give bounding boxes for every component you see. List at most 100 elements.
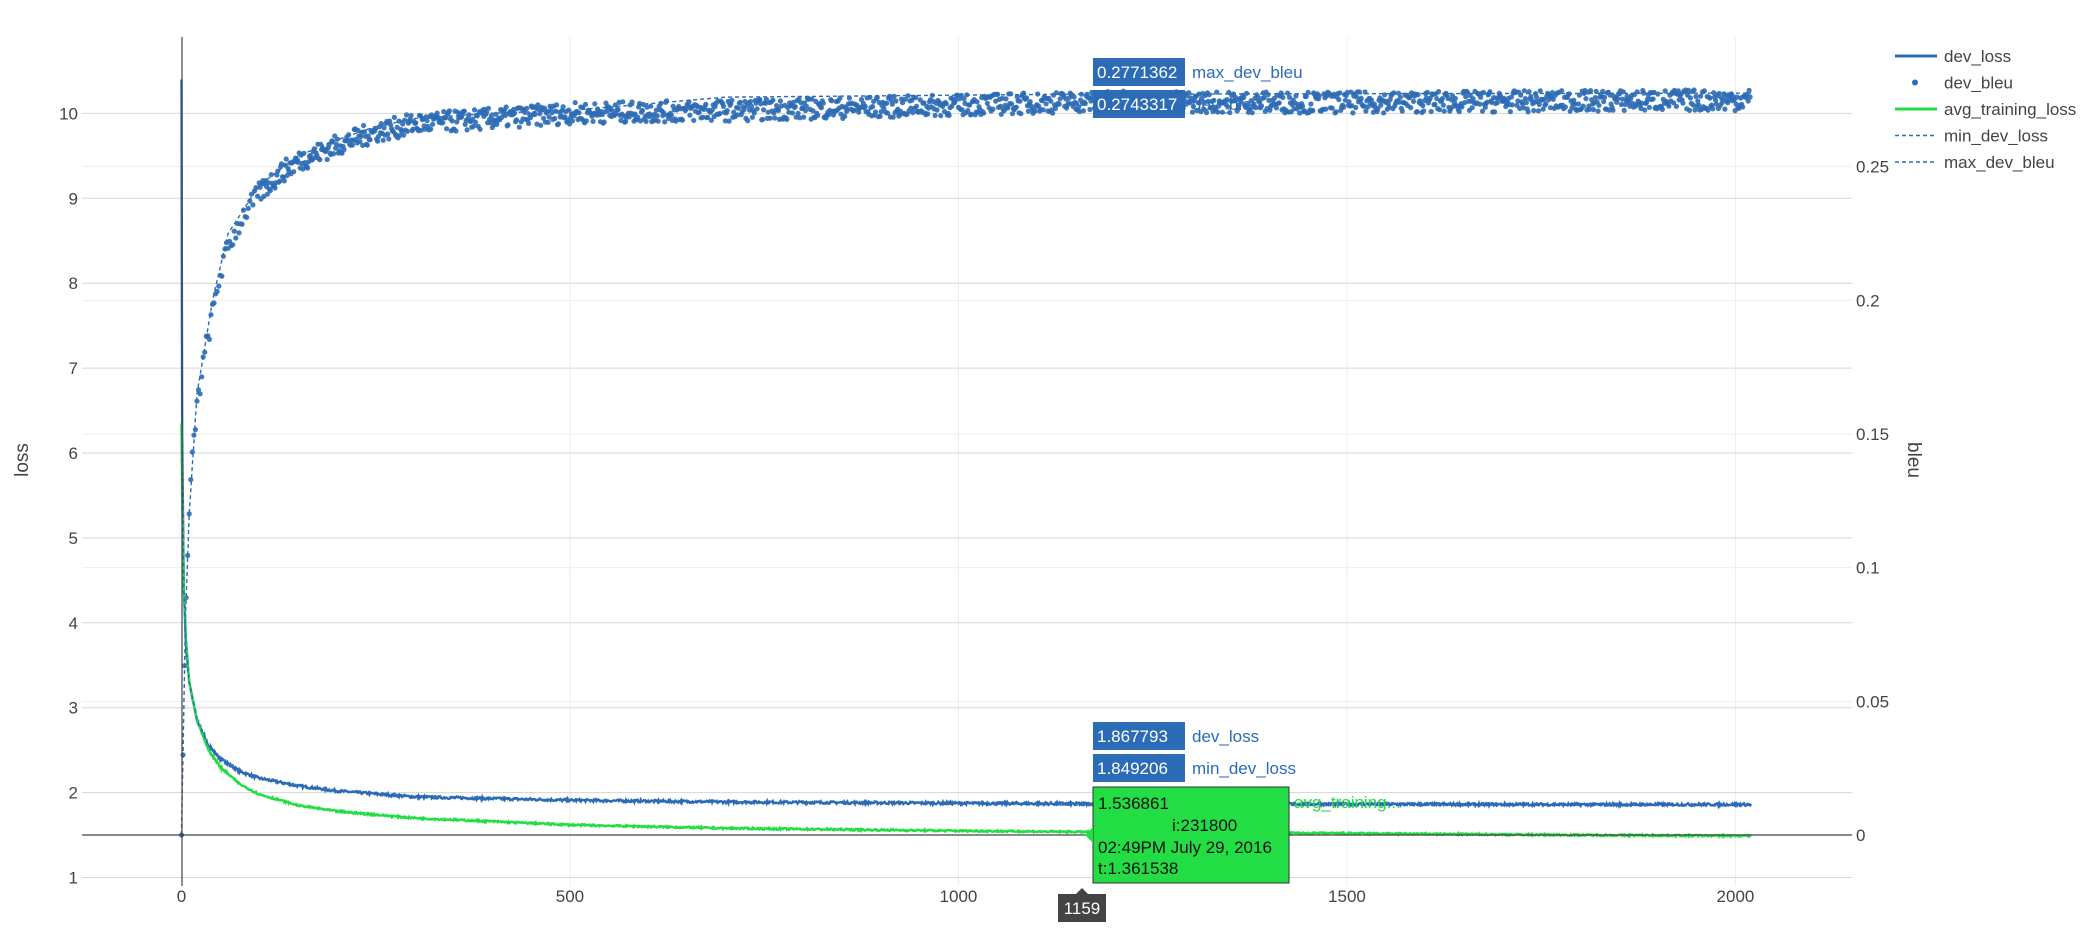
- dev-bleu-point: [1641, 90, 1647, 96]
- dev-bleu-point: [872, 109, 879, 115]
- hover-value-box: [1093, 754, 1185, 782]
- dev-bleu-point: [428, 126, 434, 132]
- dev-bleu-point: [199, 374, 205, 380]
- dev-bleu-point: [1197, 100, 1203, 106]
- dev-bleu-point: [1494, 100, 1500, 106]
- dev-bleu-point: [795, 110, 801, 116]
- dev-bleu-point: [1587, 106, 1593, 112]
- y-tick-label: 3: [69, 699, 78, 718]
- dev-bleu-point: [767, 115, 773, 121]
- dev-bleu-point: [1745, 98, 1751, 104]
- dev-bleu-point: [381, 125, 387, 131]
- legend-item-dev_bleu[interactable]: dev_bleu: [1912, 74, 2013, 93]
- dev-bleu-point: [462, 121, 468, 127]
- dev-bleu-point: [745, 118, 751, 124]
- dev-bleu-point: [741, 107, 747, 113]
- dev-bleu-point: [1208, 104, 1214, 110]
- dev-bleu-point: [981, 110, 987, 116]
- dev-bleu-point: [881, 105, 887, 111]
- legend-item-dev_loss[interactable]: dev_loss: [1895, 47, 2011, 66]
- dev-bleu-point: [466, 112, 472, 118]
- dev-bleu-point: [803, 103, 810, 109]
- dev-bleu-point: [1280, 94, 1286, 100]
- dev-bleu-point: [532, 111, 538, 117]
- dev-bleu-point: [777, 98, 784, 104]
- dev-bleu-point: [1601, 99, 1607, 105]
- dev-bleu-point: [408, 113, 414, 119]
- legend-label: min_dev_loss: [1944, 127, 2048, 146]
- dev-bleu-point: [648, 103, 654, 109]
- dev-bleu-point: [620, 99, 626, 105]
- series-dev_bleu: [178, 87, 1753, 838]
- dev-bleu-point: [1646, 104, 1652, 110]
- dev-bleu-point: [640, 101, 646, 108]
- dev-bleu-point: [1580, 103, 1586, 109]
- dev-bleu-point: [1531, 107, 1537, 114]
- dev-bleu-point: [921, 100, 927, 106]
- y-tick-label: 10: [59, 104, 78, 123]
- dev-bleu-point: [1463, 94, 1469, 100]
- dev-bleu-point: [908, 105, 914, 111]
- dev-bleu-point: [1013, 104, 1019, 110]
- dev-bleu-point: [893, 98, 899, 104]
- dev-bleu-point: [1266, 97, 1272, 103]
- dev-bleu-point: [341, 147, 347, 153]
- dev-bleu-point: [264, 191, 271, 197]
- dev-bleu-point: [227, 238, 233, 244]
- dev-bleu-point: [188, 477, 194, 483]
- dev-bleu-point: [317, 157, 323, 163]
- dev-bleu-point: [397, 132, 403, 138]
- dev-bleu-point: [185, 552, 191, 559]
- legend-item-max_dev_bleu[interactable]: max_dev_bleu: [1895, 153, 2055, 172]
- dev-bleu-point: [1408, 105, 1414, 111]
- dev-bleu-point: [1596, 102, 1602, 108]
- dev-bleu-point: [1350, 110, 1356, 116]
- dev-bleu-point: [729, 97, 735, 103]
- dev-bleu-point: [1583, 96, 1589, 102]
- dev-bleu-point: [938, 113, 944, 119]
- legend[interactable]: dev_loss dev_bleu avg_training_loss min_dev…: [1895, 47, 2076, 172]
- dev-bleu-point: [726, 118, 732, 124]
- dev-bleu-point: [1018, 111, 1024, 117]
- dev-bleu-point: [1249, 110, 1255, 116]
- dev-bleu-point: [635, 114, 641, 120]
- dev-bleu-point: [870, 103, 876, 110]
- dev-bleu-point: [1701, 88, 1707, 94]
- dev-bleu-point: [1381, 110, 1387, 116]
- dev-bleu-point: [403, 112, 410, 118]
- dev-bleu-point: [1428, 108, 1434, 115]
- dev-bleu-point: [679, 117, 686, 123]
- legend-item-avg_training_loss[interactable]: avg_training_loss: [1895, 100, 2076, 119]
- hover-value: 0.2743317: [1097, 95, 1177, 114]
- legend-item-min_dev_loss[interactable]: min_dev_loss: [1895, 127, 2048, 146]
- dev-bleu-point: [386, 136, 392, 142]
- dev-bleu-point: [708, 117, 715, 123]
- dev-bleu-point: [583, 118, 590, 124]
- dev-bleu-point: [1456, 109, 1462, 115]
- dev-bleu-point: [1509, 102, 1515, 108]
- dev-bleu-point: [1050, 110, 1056, 116]
- x-tick-label: 1000: [940, 887, 978, 906]
- dev-bleu-point: [1365, 104, 1371, 110]
- dev-bleu-point: [424, 118, 430, 124]
- dev-bleu-point: [775, 107, 782, 113]
- y2-tick-label: 0.05: [1856, 692, 1889, 711]
- hover-training-series-name: avg_training...: [1294, 793, 1401, 812]
- dev-bleu-point: [932, 112, 938, 119]
- grid-lines: [82, 37, 1852, 886]
- dev-bleu-point: [792, 104, 798, 110]
- dev-bleu-point: [829, 98, 835, 104]
- dev-bleu-point: [441, 109, 447, 115]
- dev-bleu-point: [1190, 103, 1196, 110]
- dev-bleu-point: [1662, 88, 1668, 94]
- dev-bleu-point: [1014, 94, 1020, 100]
- dev-bleu-point: [902, 96, 908, 102]
- dev-bleu-point: [522, 109, 528, 115]
- dev-bleu-point: [724, 108, 730, 114]
- hover-series-name: dev_loss: [1192, 727, 1259, 746]
- dev-bleu-point: [430, 121, 436, 127]
- dev-bleu-point: [1206, 92, 1212, 98]
- hover-value: 1.867793: [1097, 727, 1168, 746]
- dev-bleu-point: [770, 97, 776, 103]
